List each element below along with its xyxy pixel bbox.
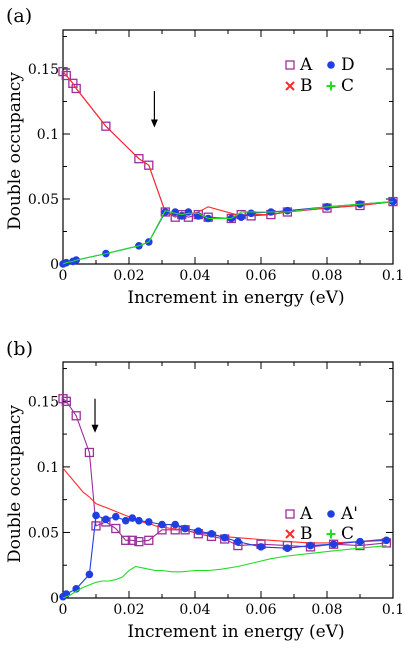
legend-marker bbox=[326, 529, 336, 539]
y-tick-label: 0.05 bbox=[28, 192, 59, 208]
x-tick-label: 0.04 bbox=[179, 268, 210, 284]
panel-label: (b) bbox=[6, 338, 33, 360]
panel-b: 0 0.02 0.04 0.06 0.08 0.1 0 0.05 0.1 0.15 (b) Incre… bbox=[5, 338, 404, 642]
x-tick-label: 0.1 bbox=[382, 602, 404, 618]
series-line bbox=[62, 467, 387, 544]
series-c bbox=[62, 201, 394, 265]
series-line bbox=[62, 201, 394, 265]
data-point bbox=[144, 535, 154, 545]
series-line bbox=[62, 545, 387, 599]
legend-label: D bbox=[341, 55, 355, 75]
series-c bbox=[62, 545, 387, 599]
data-point bbox=[111, 523, 121, 534]
data-point bbox=[134, 154, 144, 164]
legend-label: C bbox=[341, 76, 354, 96]
data-point bbox=[121, 535, 131, 545]
data-point bbox=[91, 521, 101, 531]
data-point bbox=[134, 536, 144, 547]
legend: AB A'C bbox=[285, 504, 358, 544]
y-tick-label: 0.1 bbox=[37, 460, 59, 476]
legend-label: B bbox=[300, 76, 313, 96]
series-a-prime bbox=[62, 514, 387, 598]
y-tick-label: 0.15 bbox=[28, 62, 59, 78]
x-tick-label: 0.06 bbox=[245, 602, 276, 618]
x-tick-label: 0.08 bbox=[311, 268, 342, 284]
data-point bbox=[61, 70, 71, 81]
data-point bbox=[61, 396, 71, 406]
x-axis-label: Increment in energy (eV) bbox=[127, 288, 344, 308]
y-tick-label: 0 bbox=[50, 591, 59, 607]
x-tick-label: 0 bbox=[59, 602, 68, 618]
panel-label: (a) bbox=[6, 5, 32, 27]
legend-marker bbox=[326, 81, 336, 91]
plot-frame bbox=[62, 361, 394, 599]
y-axis-label: Double occupancy bbox=[5, 405, 25, 563]
data-point bbox=[58, 394, 68, 404]
legend-label: A bbox=[299, 504, 313, 524]
x-tick-label: 0.04 bbox=[179, 602, 210, 618]
data-point bbox=[68, 78, 78, 88]
data-point bbox=[84, 447, 95, 458]
panel-a: 0 0.02 0.04 0.06 0.08 0.1 0 0.05 0.1 0.15 (a) Incre… bbox=[5, 5, 404, 308]
legend-marker bbox=[327, 510, 335, 518]
legend: AB DC bbox=[285, 55, 355, 96]
legend-label: A bbox=[299, 55, 313, 75]
x-axis-label: Increment in energy (eV) bbox=[127, 622, 344, 642]
x-tick-label: 0.06 bbox=[245, 268, 276, 284]
series-d bbox=[62, 201, 394, 265]
arrow-head bbox=[150, 119, 158, 128]
legend-marker bbox=[285, 529, 295, 539]
series-b bbox=[59, 71, 397, 268]
y-tick-label: 0 bbox=[50, 257, 59, 273]
legend-marker bbox=[285, 81, 295, 91]
legend-label: B bbox=[300, 524, 313, 544]
legend-marker bbox=[285, 60, 295, 70]
y-tick-label: 0.15 bbox=[28, 394, 59, 410]
data-point bbox=[71, 83, 81, 94]
y-tick-label: 0.05 bbox=[28, 525, 59, 541]
legend-marker bbox=[327, 61, 335, 69]
data-point bbox=[71, 411, 81, 421]
data-point bbox=[101, 121, 111, 131]
y-tick-label: 0.1 bbox=[37, 127, 59, 143]
x-tick-label: 0.02 bbox=[113, 268, 144, 284]
legend-marker bbox=[285, 509, 295, 519]
legend-label: A' bbox=[340, 504, 358, 524]
y-axis-label: Double occupancy bbox=[5, 72, 25, 230]
x-tick-label: 0 bbox=[59, 268, 68, 284]
x-tick-label: 0.02 bbox=[113, 602, 144, 618]
x-tick-label: 0.1 bbox=[382, 268, 404, 284]
series-line bbox=[62, 201, 394, 265]
data-point bbox=[144, 160, 154, 170]
series-line bbox=[62, 514, 387, 598]
arrow-head bbox=[91, 424, 99, 433]
x-tick-label: 0.08 bbox=[311, 602, 342, 618]
legend-label: C bbox=[341, 524, 354, 544]
data-point bbox=[127, 535, 137, 545]
